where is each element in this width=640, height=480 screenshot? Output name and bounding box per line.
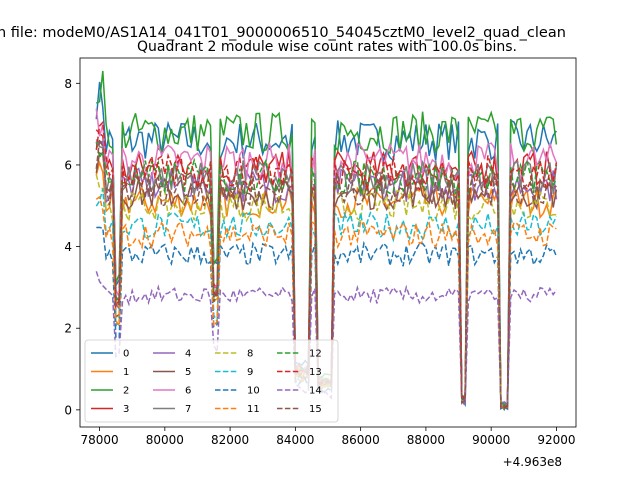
x-tick-label: 78000 [80, 433, 118, 447]
y-tick-label: 8 [64, 77, 72, 91]
legend-label-12: 12 [309, 349, 322, 360]
x-axis-offset: +4.963e8 [503, 455, 562, 469]
chart-title: Quadrant 2 module wise count rates with … [137, 39, 517, 55]
x-tick-label: 92000 [537, 433, 575, 447]
legend-label-1: 1 [123, 367, 129, 378]
legend-label-7: 7 [185, 404, 191, 415]
x-tick-label: 90000 [472, 433, 510, 447]
plot-frame [79, 57, 577, 428]
legend-box [84, 339, 339, 423]
legend-label-14: 14 [309, 386, 322, 397]
legend-label-13: 13 [309, 367, 322, 378]
x-tick-label: 80000 [146, 433, 184, 447]
x-tick-label: 84000 [276, 433, 314, 447]
legend-label-0: 0 [123, 349, 129, 360]
legend-label-4: 4 [185, 349, 191, 360]
legend-label-11: 11 [247, 404, 260, 415]
legend-label-5: 5 [185, 367, 191, 378]
legend-label-6: 6 [185, 386, 191, 397]
x-axis: 78000 80000 82000 84000 86000 88000 90000 92000 [80, 427, 576, 447]
legend-label-3: 3 [123, 404, 129, 415]
y-axis: 0 2 4 6 8 [64, 77, 80, 417]
legend-label-2: 2 [123, 386, 129, 397]
x-tick-label: 82000 [211, 433, 249, 447]
y-tick-label: 2 [64, 322, 72, 336]
y-tick-label: 0 [64, 403, 72, 417]
legend-label-15: 15 [309, 404, 322, 415]
y-tick-label: 4 [64, 240, 72, 254]
x-tick-label: 88000 [407, 433, 445, 447]
legend-label-9: 9 [247, 367, 253, 378]
legend-label-8: 8 [247, 349, 253, 360]
y-tick-label: 6 [64, 158, 72, 172]
suptitle: n file: modeM0/AS1A14_041T01_9000006510_… [0, 25, 566, 41]
legend-label-10: 10 [247, 386, 260, 397]
series-line-8 [95, 174, 557, 411]
x-tick-label: 86000 [342, 433, 380, 447]
